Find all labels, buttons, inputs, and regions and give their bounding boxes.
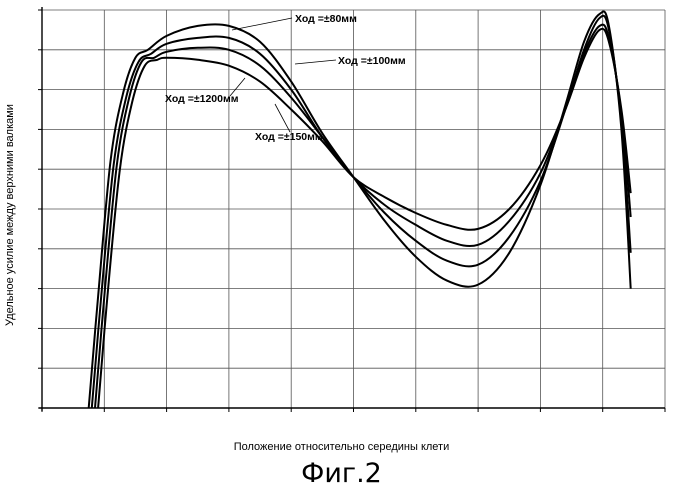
annotation-leader (294, 59, 337, 65)
annotation-label: Ход =±1200мм (165, 93, 239, 105)
annotations: Ход =±80мм Ход =±100мм Ход =±1200мм Ход =±1… (165, 13, 406, 143)
curves (87, 10, 632, 409)
annotation-label: Ход =±150мм (255, 131, 323, 143)
series-line-4 (97, 27, 632, 409)
y-axis-label: Удельное усилие между верхними валками (4, 104, 16, 326)
annotation-leader (229, 77, 246, 97)
annotation-leader (231, 17, 293, 31)
annotation-leader (274, 103, 291, 133)
annotation-label: Ход =±100мм (338, 55, 406, 67)
grid (38, 7, 666, 412)
series-line-3 (94, 23, 632, 409)
x-axis-label: Положение относительно середины клети (233, 441, 450, 453)
series-line-1 (87, 10, 632, 409)
figure-caption: Фиг.2 (301, 458, 382, 489)
chart: Ход =±80мм Ход =±100мм Ход =±1200мм Ход =±1… (38, 7, 666, 412)
annotation-label: Ход =±80мм (295, 13, 357, 25)
series-line-2 (90, 14, 632, 409)
